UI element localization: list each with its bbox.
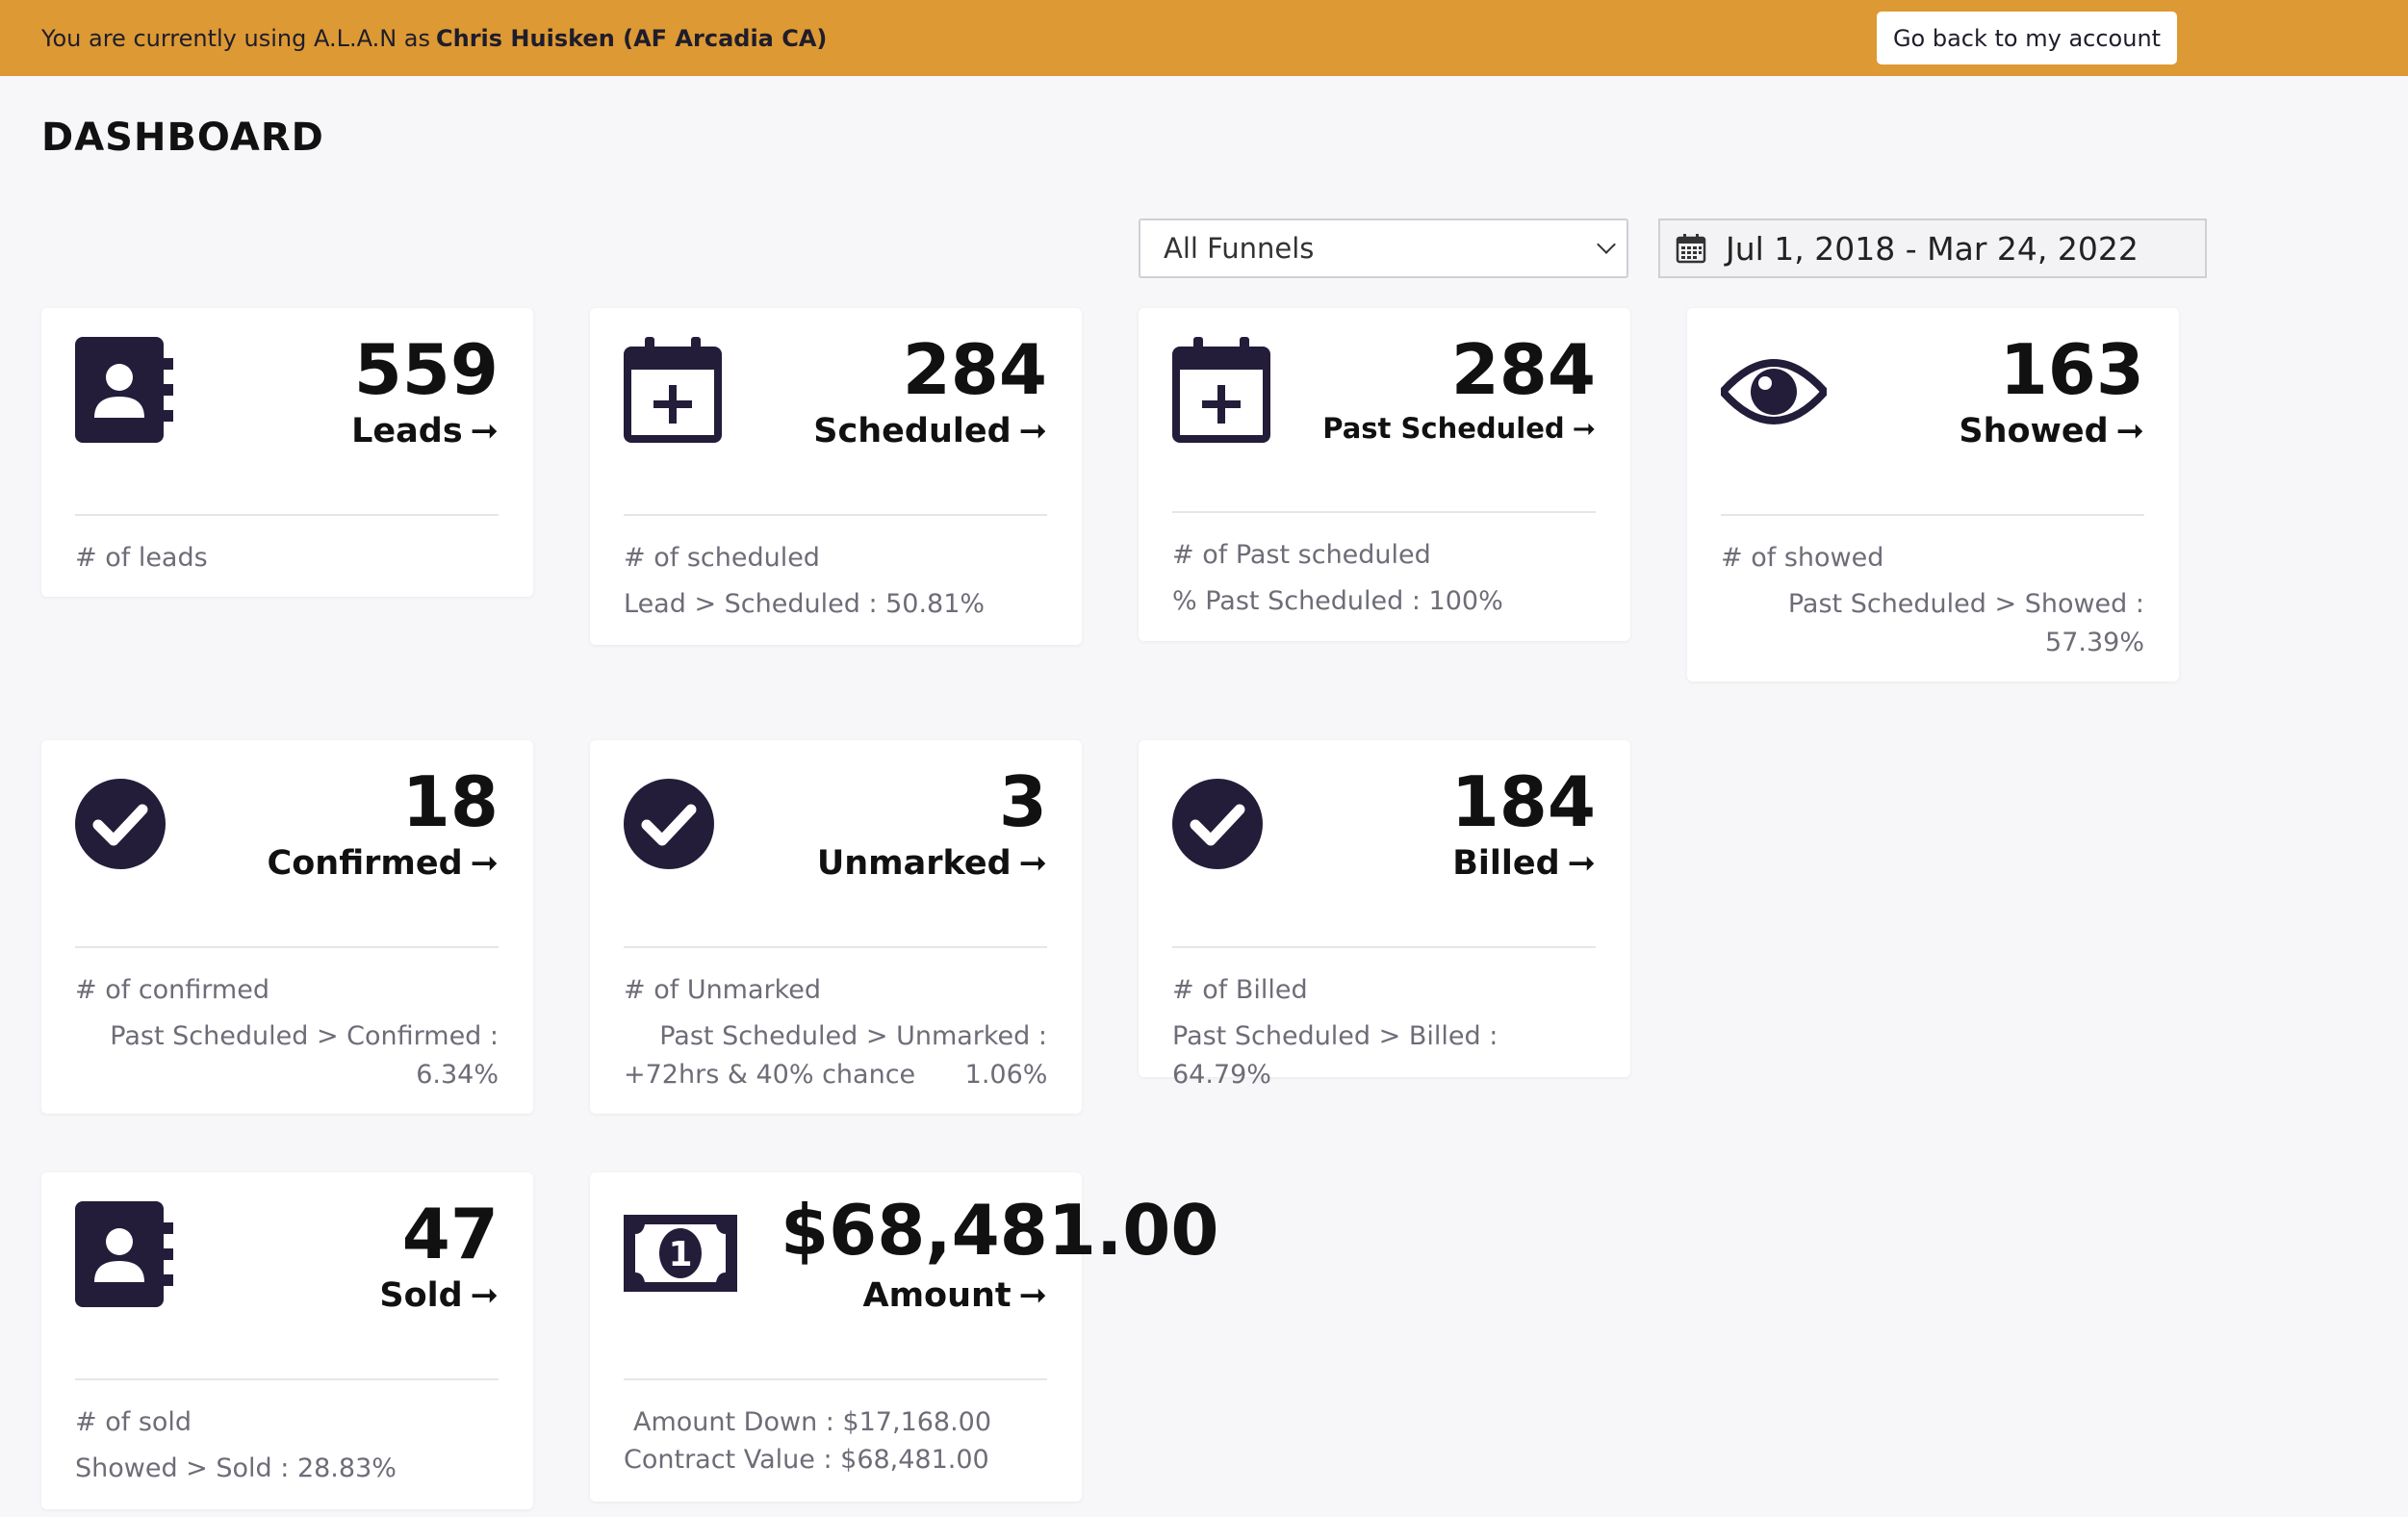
leads-link[interactable]: Leads ➞ [351,412,499,450]
divider [624,946,1047,948]
calendar-icon [1676,234,1706,264]
arrow-right-icon: ➞ [1018,412,1047,450]
billed-desc: # of Billed [1172,975,1308,1005]
scheduled-label: Scheduled [813,412,1012,450]
check-circle-icon [75,779,166,869]
divider [1172,511,1596,513]
divider [624,514,1047,516]
showed-label: Showed [1959,412,2109,450]
amount-link[interactable]: Amount ➞ [863,1276,1048,1315]
sold-desc: # of sold [75,1407,192,1437]
leads-desc: # of leads [75,543,208,573]
card-scheduled: 284 Scheduled ➞ # of scheduled Lead > Sch… [590,308,1082,645]
card-amount: 1 Amount ➞ Amount Down : $17,168.00 Contr… [590,1172,1082,1502]
check-circle-icon [624,779,714,869]
leads-count: 559 [353,329,499,410]
card-unmarked: 3 Unmarked ➞ # of Unmarked Past Scheduled… [590,740,1082,1114]
unmarked-count: 3 [998,761,1047,842]
unmarked-ratio-value: +72hrs & 40% chance 1.06% [624,1060,1048,1090]
billed-count: 184 [1450,761,1596,842]
sold-label: Sold [379,1276,463,1315]
scheduled-ratio: Lead > Scheduled : 50.81% [624,589,986,619]
contact-book-icon [75,1201,173,1307]
arrow-right-icon: ➞ [2115,412,2144,450]
dollar-bill-icon: 1 [624,1215,737,1292]
sold-count: 47 [401,1194,499,1274]
go-back-button[interactable]: Go back to my account [1877,12,2177,64]
confirmed-ratio: Past Scheduled > Confirmed : [110,1021,499,1051]
past-scheduled-label: Past Scheduled [1322,412,1565,445]
showed-ratio-value: 57.39% [2045,628,2144,657]
date-range-value: Jul 1, 2018 - Mar 24, 2022 [1726,229,2139,268]
confirmed-ratio-value: 6.34% [416,1060,499,1090]
arrow-right-icon: ➞ [1018,1276,1047,1315]
contract-value: Contract Value : $68,481.00 [624,1445,989,1475]
arrow-right-icon: ➞ [1018,844,1047,883]
arrow-right-icon: ➞ [1572,412,1596,445]
card-billed: 184 Billed ➞ # of Billed Past Scheduled >… [1139,740,1630,1090]
unmarked-label: Unmarked [816,844,1012,883]
past-scheduled-ratio: % Past Scheduled : 100% [1172,586,1503,616]
scheduled-link[interactable]: Scheduled ➞ [813,412,1047,450]
confirmed-count: 18 [401,761,499,842]
arrow-right-icon: ➞ [1567,844,1596,883]
billed-link[interactable]: Billed ➞ [1452,844,1596,883]
divider [75,1378,499,1380]
arrow-right-icon: ➞ [470,412,499,450]
billed-label: Billed [1452,844,1560,883]
past-scheduled-desc: # of Past scheduled [1172,540,1431,570]
confirmed-label: Confirmed [267,844,463,883]
date-range-picker[interactable]: Jul 1, 2018 - Mar 24, 2022 [1658,219,2207,278]
card-past-scheduled: 284 Past Scheduled ➞ # of Past scheduled … [1139,308,1630,641]
check-circle-icon [1172,779,1263,869]
amount-label: Amount [862,1276,1012,1315]
scheduled-count: 284 [902,329,1047,410]
unmarked-desc: # of Unmarked [624,975,822,1005]
card-leads: 559 Leads ➞ # of leads [41,308,533,597]
card-confirmed: 18 Confirmed ➞ # of confirmed Past Schedu… [41,740,533,1114]
arrow-right-icon: ➞ [470,844,499,883]
calendar-plus-icon [624,337,722,443]
amount-down: Amount Down : $17,168.00 [633,1407,992,1437]
showed-desc: # of showed [1721,543,1884,573]
page-title: DASHBOARD [41,116,324,160]
confirmed-link[interactable]: Confirmed ➞ [268,844,499,883]
funnel-select-value: All Funnels [1164,232,1315,265]
showed-ratio: Past Scheduled > Showed : [1787,589,2144,619]
showed-count: 163 [1999,329,2144,410]
divider [1721,514,2144,516]
funnel-select[interactable]: All Funnels [1139,219,1628,278]
scheduled-desc: # of scheduled [624,543,820,573]
showed-link[interactable]: Showed ➞ [1959,412,2144,450]
divider [75,946,499,948]
contact-book-icon [75,337,173,443]
amount-total: $68,481.00 [781,1190,1219,1271]
eye-icon [1721,359,1827,424]
banner-prefix: You are currently using A.L.A.N as [41,24,431,52]
unmarked-ratio: Past Scheduled > Unmarked : [659,1021,1047,1051]
card-sold: 47 Sold ➞ # of sold Showed > Sold : 28.83… [41,1172,533,1509]
divider [75,514,499,516]
banner-user: Chris Huisken (AF Arcadia CA) [436,24,828,52]
card-showed: 163 Showed ➞ # of showed Past Scheduled >… [1687,308,2179,681]
chevron-down-icon [1597,235,1616,254]
arrow-right-icon: ➞ [470,1276,499,1315]
divider [624,1378,1047,1380]
sold-link[interactable]: Sold ➞ [379,1276,499,1315]
past-scheduled-count: 284 [1450,329,1596,410]
billed-ratio: Past Scheduled > Billed : 64.79% [1172,1021,1499,1090]
unmarked-link[interactable]: Unmarked ➞ [817,844,1047,883]
past-scheduled-link[interactable]: Past Scheduled ➞ [1322,412,1596,445]
impersonation-banner: You are currently using A.L.A.N as Chris… [0,0,2408,76]
svg-text:1: 1 [668,1235,692,1274]
confirmed-desc: # of confirmed [75,975,269,1005]
calendar-plus-icon [1172,337,1270,443]
sold-ratio: Showed > Sold : 28.83% [75,1453,397,1483]
leads-label: Leads [351,412,463,450]
divider [1172,946,1596,948]
